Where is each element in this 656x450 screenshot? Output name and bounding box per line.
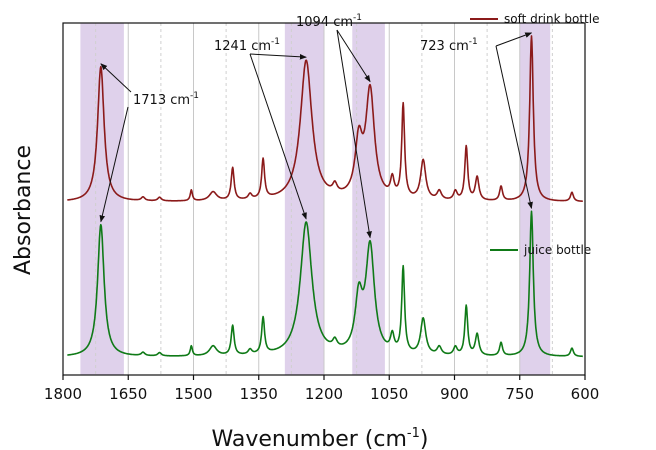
legend: soft drink bottle juice bottle [470, 12, 599, 257]
annotation-arrow-3-0 [495, 32, 533, 47]
y-axis-label: Absorbance [11, 145, 36, 275]
x-axis-ticks: 1800 1650 1500 1350 1200 1050 900 750 600 [44, 375, 599, 403]
annotation-label-2: 1094 cm-1 [296, 13, 362, 30]
annotation-arrow-1-1 [249, 53, 307, 220]
x-tick-label-1800: 1800 [44, 385, 82, 403]
x-tick-label-1650: 1650 [109, 385, 147, 403]
x-tick-label-900: 900 [440, 385, 469, 403]
annotation-arrow-2-1 [336, 29, 372, 239]
x-tick-label-1050: 1050 [370, 385, 408, 403]
annotation-label-3: 723 cm-1 [420, 37, 478, 54]
annotation-arrow-0-0 [100, 63, 132, 93]
x-tick-label-750: 750 [505, 385, 534, 403]
series-line-soft-drink-bottle [67, 35, 584, 202]
annotation-label-1: 1241 cm-1 [214, 37, 280, 54]
x-tick-label-1200: 1200 [305, 385, 343, 403]
spectra [67, 35, 584, 358]
annotation-arrow-0-1 [99, 106, 129, 223]
annotation-arrow-3-1 [495, 45, 533, 210]
x-tick-label-1350: 1350 [240, 385, 278, 403]
peak-annotations: 1713 cm-1 1241 cm-1 1094 cm-1 723 cm-1 [99, 13, 533, 239]
x-axis-label: Wavenumber (cm-1) [212, 426, 429, 450]
x-axis-label-main: Wavenumber (cm [212, 427, 407, 450]
legend-label-0: soft drink bottle [504, 12, 599, 26]
legend-label-1: juice bottle [523, 243, 591, 257]
x-tick-label-600: 600 [571, 385, 600, 403]
annotation-arrow-1-0 [249, 53, 307, 60]
x-axis-label-end: ) [420, 427, 429, 450]
series-line-juice-bottle [67, 210, 584, 358]
annotation-arrow-2-0 [336, 29, 371, 83]
highlight-band-2 [352, 23, 385, 375]
x-axis-label-sup: -1 [407, 426, 420, 441]
highlight-bands [80, 23, 551, 375]
x-tick-label-1500: 1500 [174, 385, 212, 403]
annotation-label-0: 1713 cm-1 [133, 91, 199, 108]
